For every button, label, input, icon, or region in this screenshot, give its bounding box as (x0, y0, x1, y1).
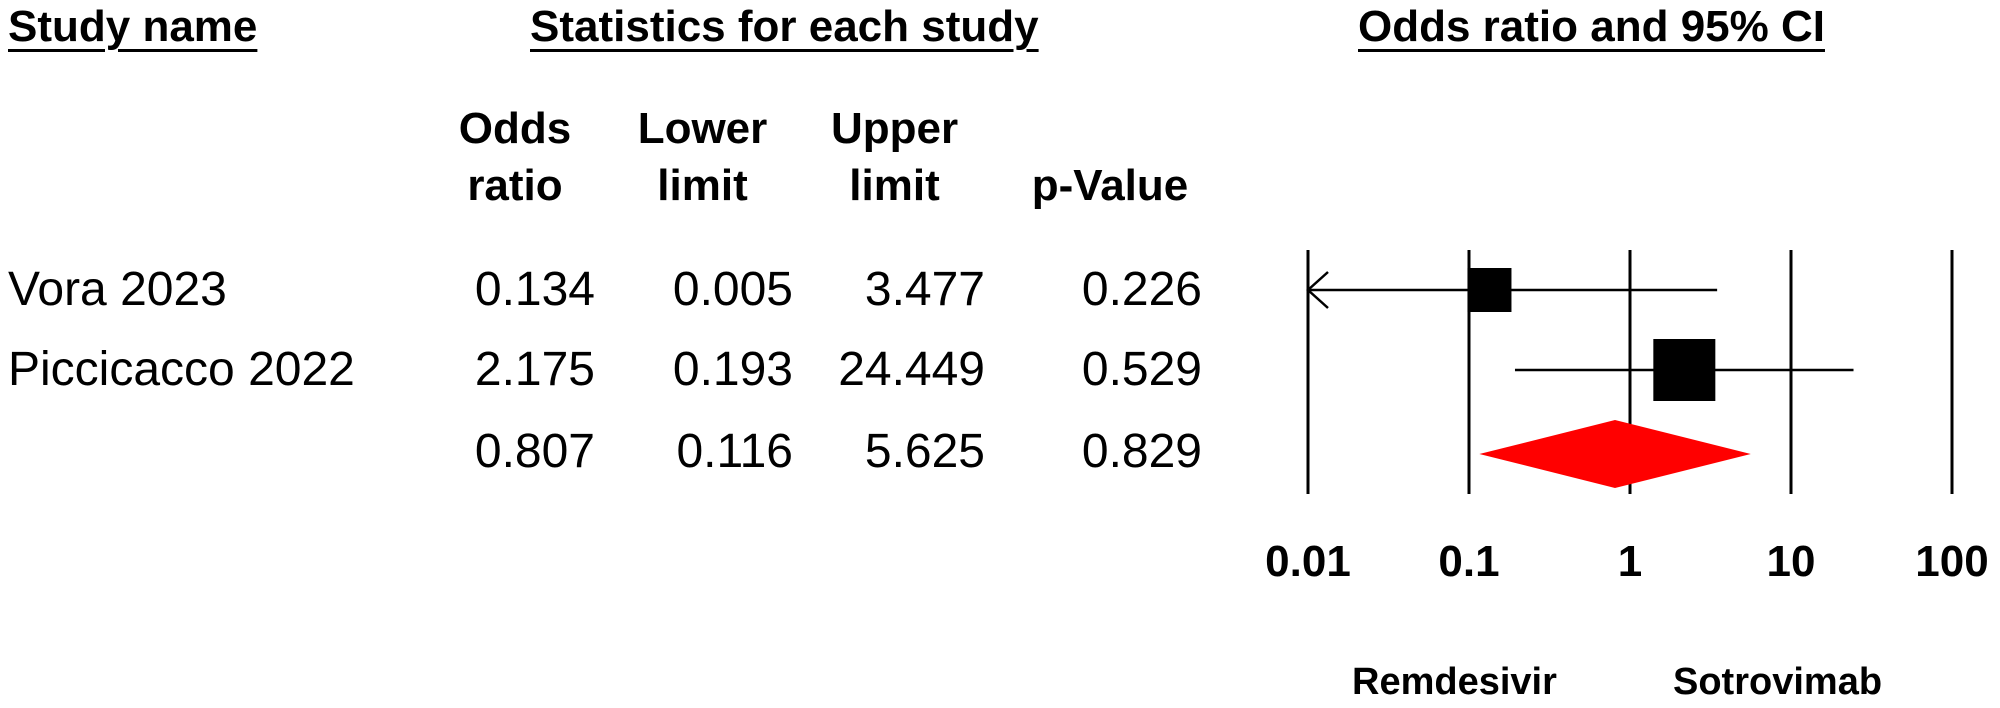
x-tick-label: 0.01 (1265, 537, 1351, 586)
upper-limit-cell: 5.625 (864, 425, 985, 478)
study-name-cell: Piccicacco 2022 (8, 343, 355, 396)
study-square (1467, 268, 1512, 312)
p-value-cell: 0.829 (1081, 425, 1202, 478)
lower-limit-cell: 0.193 (672, 343, 793, 396)
odds-ratio-cell: 2.175 (474, 343, 595, 396)
odds-ratio-col-header: Odds ratio (440, 100, 590, 214)
axis-tick-labels: 0.01 0.1 1 10 100 (1265, 537, 1989, 586)
upper-limit-cell: 3.477 (864, 263, 985, 316)
upper-limit-col-line2: limit (849, 161, 940, 210)
study-markers (1467, 268, 1751, 488)
upper-limit-cell: 24.449 (838, 343, 985, 396)
odds-ratio-cell: 0.134 (474, 263, 595, 316)
study-name-cell: Vora 2023 (8, 263, 227, 316)
p-value-cell: 0.529 (1081, 343, 1202, 396)
ci-arrow (1306, 271, 1329, 309)
lower-limit-col-header: Lower limit (620, 100, 785, 214)
odds-ratio-cell: 0.807 (474, 425, 595, 478)
lower-limit-col-line2: limit (657, 161, 748, 210)
favours-left-label: Remdesivir (1352, 661, 1557, 703)
p-value-col-line: p-Value (1031, 161, 1189, 210)
statistics-header: Statistics for each study (530, 2, 1039, 51)
p-value-cell: 0.226 (1081, 263, 1202, 316)
x-tick-label: 1 (1618, 537, 1642, 586)
study-square (1653, 339, 1716, 401)
upper-limit-col-header: Upper limit (812, 100, 977, 214)
odds-ratio-col-line2: ratio (467, 161, 563, 210)
x-tick-label: 10 (1767, 537, 1816, 586)
confidence-intervals (1306, 271, 1854, 372)
plot-header: Odds ratio and 95% CI (1358, 2, 1825, 51)
lower-limit-cell: 0.005 (672, 263, 793, 316)
lower-limit-cell: 0.116 (676, 425, 793, 478)
lower-limit-col-line1: Lower (637, 104, 768, 153)
upper-limit-col-line1: Upper (830, 104, 959, 153)
x-tick-label: 0.1 (1438, 537, 1499, 586)
odds-ratio-col-line1: Odds (458, 104, 572, 153)
study-name-header: Study name (8, 2, 258, 51)
x-tick-label: 100 (1915, 537, 1988, 586)
summary-diamond (1479, 420, 1751, 488)
p-value-col-header: p-Value (1010, 157, 1210, 214)
favours-right-label: Sotrovimab (1673, 661, 1883, 703)
